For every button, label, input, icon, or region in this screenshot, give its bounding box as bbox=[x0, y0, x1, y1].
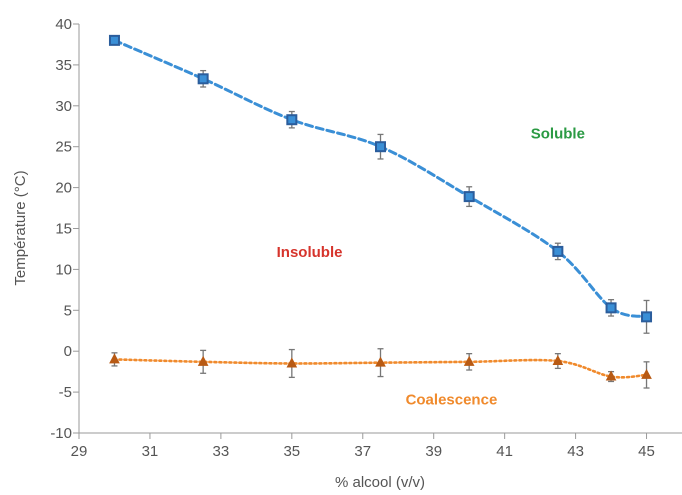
y-tick-label: 30 bbox=[55, 98, 72, 115]
data-point bbox=[463, 355, 475, 366]
region-label: Coalescence bbox=[406, 391, 498, 408]
y-tick-label: -5 bbox=[59, 384, 72, 401]
series-1 bbox=[108, 34, 653, 334]
y-tick-label: 10 bbox=[55, 261, 72, 278]
y-tick-label: 5 bbox=[64, 302, 72, 319]
x-tick-label: 33 bbox=[213, 443, 230, 460]
data-point bbox=[605, 370, 617, 381]
series-layer bbox=[108, 34, 653, 389]
y-tick-label: 35 bbox=[55, 57, 72, 74]
y-tick-label: 15 bbox=[55, 221, 72, 238]
x-tick-label: 41 bbox=[496, 443, 513, 460]
series-2 bbox=[109, 348, 652, 389]
x-tick-label: 29 bbox=[71, 443, 88, 460]
region-label: Insoluble bbox=[277, 244, 343, 261]
y-tick-label: 25 bbox=[55, 139, 72, 156]
data-point bbox=[375, 356, 386, 367]
data-point bbox=[108, 34, 120, 46]
data-point bbox=[197, 355, 209, 366]
y-tick-label: 0 bbox=[64, 343, 72, 360]
x-tick-label: 39 bbox=[425, 443, 442, 460]
data-point bbox=[109, 353, 120, 364]
data-point bbox=[605, 302, 617, 314]
region-label: Soluble bbox=[531, 126, 585, 143]
x-tick-label: 37 bbox=[354, 443, 371, 460]
y-axis-label: Température (°C) bbox=[12, 170, 29, 285]
y-tick-label: 20 bbox=[55, 180, 72, 197]
series-line bbox=[112, 38, 649, 319]
y-tick-label: -10 bbox=[50, 425, 72, 442]
x-axis-label: % alcool (v/v) bbox=[335, 474, 425, 491]
annotation-layer: Soluble Insoluble Coalescence bbox=[277, 126, 585, 409]
data-point bbox=[641, 368, 652, 379]
x-tick-label: 43 bbox=[567, 443, 584, 460]
data-point bbox=[286, 357, 298, 368]
x-tick-label: 31 bbox=[142, 443, 159, 460]
x-tick-label: 35 bbox=[283, 443, 300, 460]
data-point bbox=[286, 114, 298, 126]
data-point bbox=[375, 141, 386, 153]
y-tick-label: 40 bbox=[55, 16, 72, 33]
data-point bbox=[463, 191, 475, 203]
data-point bbox=[641, 311, 653, 323]
x-tick-label: 45 bbox=[638, 443, 655, 460]
data-point bbox=[552, 245, 564, 257]
data-point bbox=[197, 73, 209, 85]
ticks: 29 31 33 35 37 39 41 43 45 -10 -5 0 5 10 15 20 25 30 35 40 bbox=[50, 16, 655, 460]
data-point bbox=[552, 354, 564, 366]
